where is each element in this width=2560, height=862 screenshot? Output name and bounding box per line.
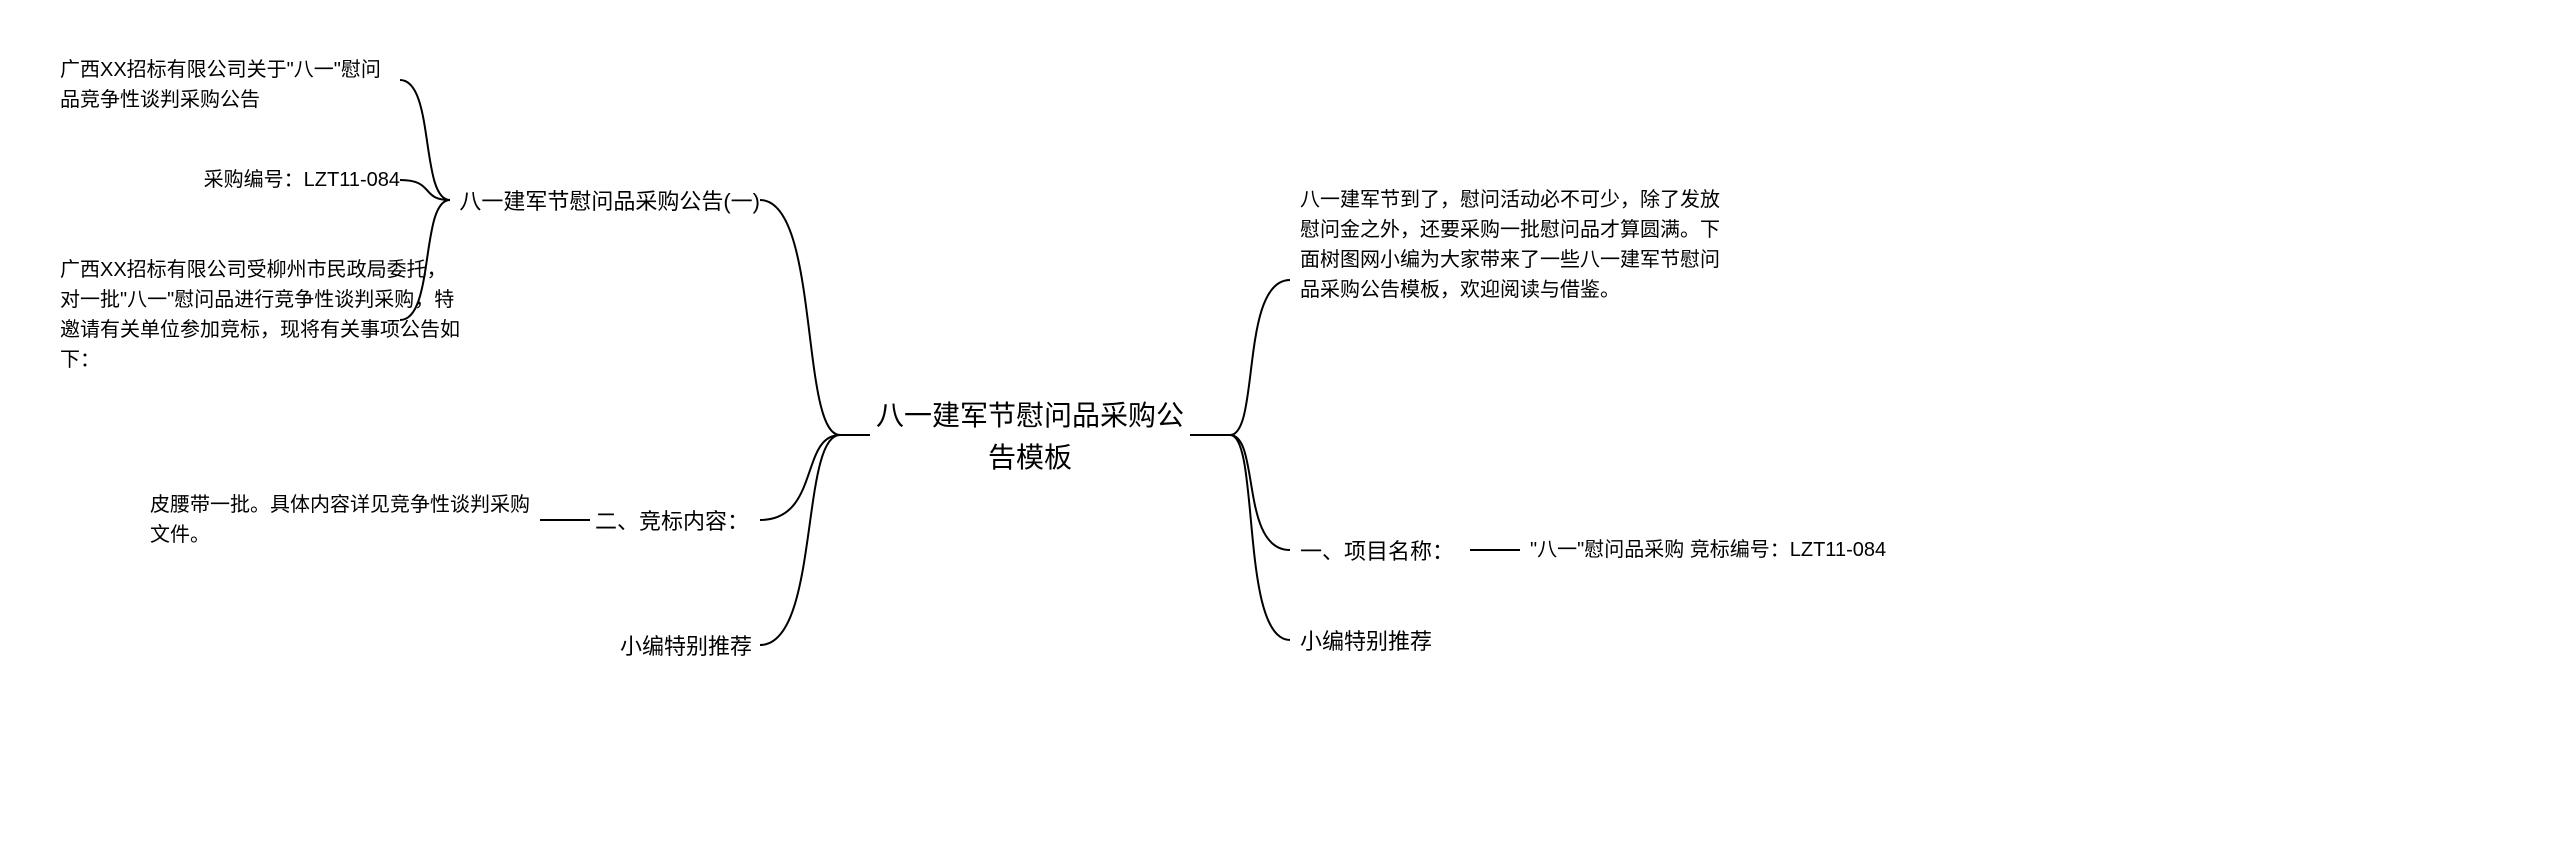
left-recommend: 小编特别推荐 xyxy=(620,630,752,663)
announce-child-1-text: 广西XX招标有限公司关于"八一"慰问品竞争性谈判采购公告 xyxy=(60,59,381,111)
announce-child-1: 广西XX招标有限公司关于"八一"慰问品竞争性谈判采购公告 xyxy=(60,55,400,115)
right-intro: 八一建军节到了，慰问活动必不可少，除了发放慰问金之外，还要采购一批慰问品才算圆满… xyxy=(1300,185,1730,305)
root-right-connector xyxy=(1190,250,1310,650)
root-title: 八一建军节慰问品采购公告模板 xyxy=(876,400,1184,473)
bid-content-child: 皮腰带一批。具体内容详见竞争性谈判采购文件。 xyxy=(150,490,540,550)
left-announce-one: 八一建军节慰问品采购公告(一) xyxy=(450,185,760,218)
left-recommend-text: 小编特别推荐 xyxy=(620,634,752,659)
left-bid-content-text: 二、竞标内容： xyxy=(595,509,749,534)
right-project-value: "八一"慰问品采购 竞标编号：LZT11-084 xyxy=(1530,535,1886,565)
right-project-label-text: 一、项目名称： xyxy=(1300,539,1454,564)
mindmap-root: 八一建军节慰问品采购公告模板 xyxy=(870,395,1190,479)
bid-connector xyxy=(540,515,595,525)
announce-child-2: 采购编号：LZT11-084 xyxy=(60,165,400,195)
announce-child-2-text: 采购编号：LZT11-084 xyxy=(204,169,400,191)
bid-content-child-text: 皮腰带一批。具体内容详见竞争性谈判采购文件。 xyxy=(150,494,530,546)
right-recommend: 小编特别推荐 xyxy=(1300,625,1432,658)
root-left-connector xyxy=(740,170,880,690)
announce-child-3-text: 广西XX招标有限公司受柳州市民政局委托，对一批"八一"慰问品进行竞争性谈判采购，… xyxy=(60,259,460,371)
left-bid-content: 二、竞标内容： xyxy=(595,505,749,538)
project-connector xyxy=(1470,545,1530,555)
left-announce-one-text: 八一建军节慰问品采购公告(一) xyxy=(459,189,760,214)
announce-child-3: 广西XX招标有限公司受柳州市民政局委托，对一批"八一"慰问品进行竞争性谈判采购，… xyxy=(60,255,460,375)
right-intro-text: 八一建军节到了，慰问活动必不可少，除了发放慰问金之外，还要采购一批慰问品才算圆满… xyxy=(1300,189,1720,301)
right-recommend-text: 小编特别推荐 xyxy=(1300,629,1432,654)
right-project-label: 一、项目名称： xyxy=(1300,535,1454,568)
right-project-value-text: "八一"慰问品采购 竞标编号：LZT11-084 xyxy=(1530,539,1886,561)
